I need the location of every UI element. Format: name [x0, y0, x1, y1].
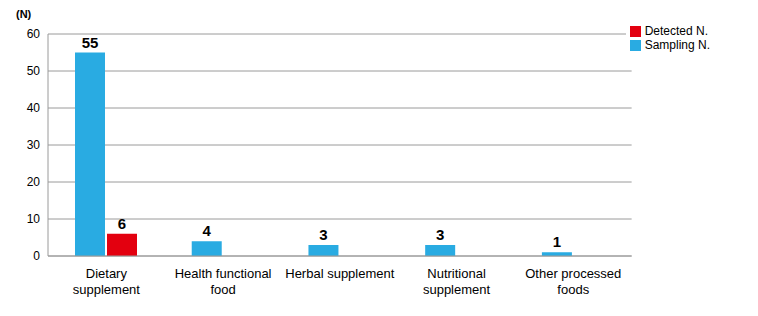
svg-text:50: 50 — [27, 64, 41, 78]
svg-text:Other processedfoods: Other processedfoods — [525, 266, 621, 297]
svg-text:Dietarysupplement: Dietarysupplement — [73, 266, 141, 297]
svg-text:1: 1 — [553, 233, 561, 250]
html-text:Sampling N.: Sampling N. — [644, 38, 710, 52]
svg-text:Health functionalfood: Health functionalfood — [175, 266, 272, 297]
svg-text:Herbal supplement: Herbal supplement — [285, 266, 395, 281]
svg-text:4: 4 — [203, 222, 212, 239]
svg-text:55: 55 — [82, 34, 99, 51]
svg-text:60: 60 — [27, 27, 41, 41]
svg-text:Nutritionalsupplement: Nutritionalsupplement — [423, 266, 491, 297]
svg-text:20: 20 — [27, 175, 41, 189]
svg-text:0: 0 — [33, 249, 40, 263]
svg-text:3: 3 — [319, 226, 327, 243]
html-text:Detected N.: Detected N. — [644, 24, 708, 38]
svg-text:6: 6 — [118, 215, 126, 232]
html-text:(N): (N) — [16, 8, 32, 20]
svg-text:30: 30 — [27, 138, 41, 152]
svg-text:10: 10 — [27, 212, 41, 226]
svg-text:40: 40 — [27, 101, 41, 115]
svg-text:3: 3 — [436, 226, 444, 243]
